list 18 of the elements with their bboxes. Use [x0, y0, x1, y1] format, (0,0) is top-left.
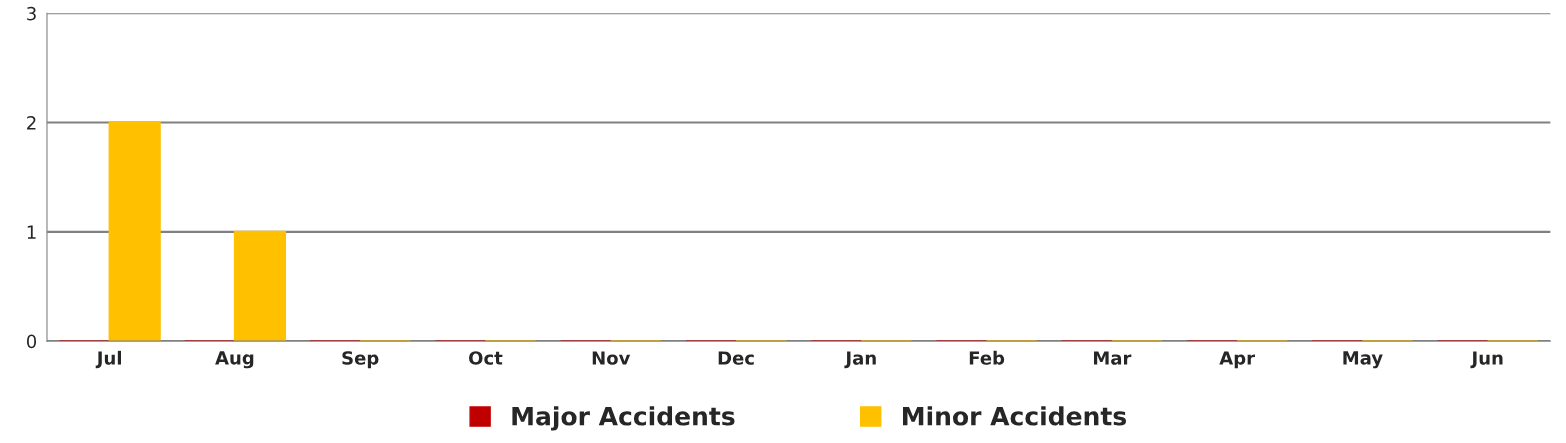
x-tick-label: Aug	[215, 351, 254, 369]
y-tick-label: 3	[27, 6, 36, 21]
x-tick-label: Feb	[969, 350, 1005, 365]
x-tick-label: Apr	[1219, 351, 1255, 369]
x-tick-label: Nov	[592, 351, 631, 365]
legend-label: Minor Accidents	[902, 406, 1126, 426]
x-tick-label: Jan	[844, 351, 876, 369]
x-tick-label: Jul	[95, 350, 121, 369]
x-tick-label: May	[1343, 351, 1383, 369]
legend-label: Major Accidents	[512, 406, 735, 431]
y-tick-label: 1	[27, 225, 36, 239]
y-tick-label: 0	[26, 334, 37, 349]
x-tick-label: Sep	[342, 351, 379, 369]
x-tick-label: Mar	[1093, 351, 1132, 365]
x-tick-label: Oct	[469, 351, 503, 365]
x-tick-label: Dec	[718, 351, 754, 365]
x-tick-label: Jun	[1470, 351, 1503, 369]
y-tick-label: 2	[27, 116, 36, 130]
